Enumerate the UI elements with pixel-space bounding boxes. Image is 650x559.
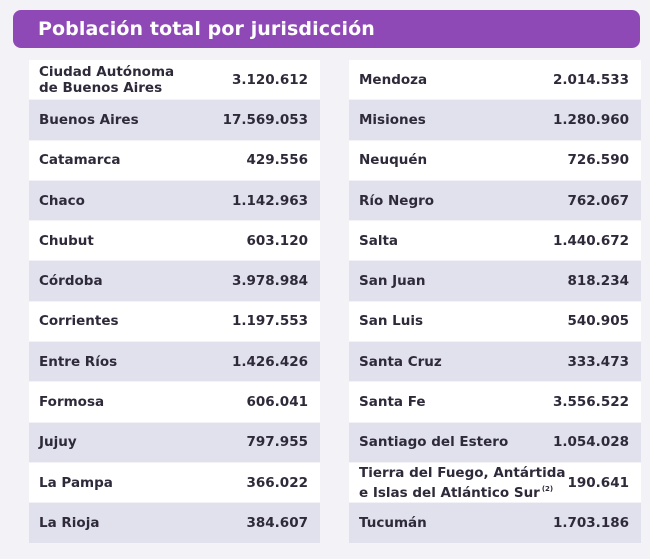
- jurisdiction-name: Córdoba: [39, 273, 103, 290]
- population-value: 1.280.960: [552, 111, 629, 128]
- jurisdiction-name: Chubut: [39, 232, 94, 249]
- table-row: Santa Fe 3.556.522: [349, 382, 641, 422]
- table-row: Chaco 1.142.963: [29, 180, 320, 221]
- jurisdiction-name: San Juan: [359, 273, 426, 290]
- population-value: 1.426.426: [231, 353, 308, 370]
- table-row: Catamarca 429.556: [29, 140, 320, 180]
- table-row: Buenos Aires 17.569.053: [29, 100, 320, 140]
- jurisdiction-name: Corrientes: [39, 313, 119, 330]
- table-row: San Luis 540.905: [349, 301, 641, 342]
- population-value: 384.607: [246, 514, 309, 531]
- table-row: La Pampa 366.022: [29, 462, 320, 503]
- jurisdiction-name: Ciudad Autónoma de Buenos Aires: [39, 63, 175, 96]
- population-value: 3.120.612: [231, 71, 308, 88]
- table-row: Córdoba 3.978.984: [29, 261, 320, 301]
- jurisdiction-name: Santa Fe: [359, 394, 426, 411]
- population-value: 429.556: [246, 152, 309, 169]
- jurisdiction-name: Catamarca: [39, 152, 121, 169]
- population-value: 366.022: [246, 474, 309, 491]
- footnote-marker: (2): [541, 484, 554, 493]
- population-value: 1.197.553: [231, 313, 308, 330]
- table-row: Mendoza 2.014.533: [349, 60, 641, 100]
- title-bar: Población total por jurisdicción: [13, 10, 640, 48]
- population-value: 333.473: [567, 353, 630, 370]
- population-table-left: Ciudad Autónoma de Buenos Aires 3.120.612…: [29, 60, 320, 544]
- jurisdiction-name: Chaco: [39, 192, 85, 209]
- table-row: Santiago del Estero 1.054.028: [349, 422, 641, 462]
- jurisdiction-name: Misiones: [359, 111, 426, 128]
- population-value: 1.440.672: [552, 232, 629, 249]
- jurisdiction-name: Entre Ríos: [39, 353, 118, 370]
- population-value: 540.905: [567, 313, 630, 330]
- table-row: Formosa 606.041: [29, 382, 320, 422]
- population-value: 17.569.053: [222, 111, 308, 128]
- jurisdiction-name: Santiago del Estero: [359, 434, 509, 451]
- population-value: 603.120: [246, 232, 309, 249]
- jurisdiction-name: Buenos Aires: [39, 111, 139, 128]
- table-row: Salta 1.440.672: [349, 221, 641, 261]
- table-row: Jujuy 797.955: [29, 422, 320, 462]
- population-value: 3.978.984: [231, 273, 308, 290]
- jurisdiction-name: Tucumán: [359, 514, 427, 531]
- population-value: 3.556.522: [552, 394, 629, 411]
- jurisdiction-name: La Pampa: [39, 474, 113, 491]
- population-value: 1.054.028: [552, 434, 629, 451]
- population-value: 190.641: [567, 474, 630, 491]
- table-row: Chubut 603.120: [29, 221, 320, 261]
- jurisdiction-name: San Luis: [359, 313, 424, 330]
- table-row: Tucumán 1.703.186: [349, 503, 641, 543]
- population-value: 797.955: [246, 434, 309, 451]
- jurisdiction-name: Tierra del Fuego, Antártida e Islas del A…: [359, 464, 566, 501]
- population-value: 762.067: [567, 192, 630, 209]
- jurisdiction-name: Neuquén: [359, 152, 428, 169]
- table-row: San Juan 818.234: [349, 261, 641, 301]
- table-row: Entre Ríos 1.426.426: [29, 342, 320, 382]
- jurisdiction-name: Formosa: [39, 394, 105, 411]
- population-table-right: Mendoza 2.014.533 Misiones 1.280.960 Neu…: [349, 60, 641, 544]
- table-row: Río Negro 762.067: [349, 180, 641, 221]
- population-value: 1.703.186: [552, 514, 629, 531]
- table-row: La Rioja 384.607: [29, 503, 320, 543]
- table-row: Santa Cruz 333.473: [349, 342, 641, 382]
- table-row: Neuquén 726.590: [349, 140, 641, 180]
- jurisdiction-name: Santa Cruz: [359, 353, 442, 370]
- page-title: Población total por jurisdicción: [38, 18, 375, 40]
- population-value: 2.014.533: [552, 71, 629, 88]
- population-value: 726.590: [567, 152, 630, 169]
- jurisdiction-name: Salta: [359, 232, 399, 249]
- jurisdiction-name: Mendoza: [359, 71, 428, 88]
- table-row: Tierra del Fuego, Antártida e Islas del A…: [349, 462, 641, 503]
- table-row: Ciudad Autónoma de Buenos Aires 3.120.612: [29, 60, 320, 100]
- table-row: Corrientes 1.197.553: [29, 301, 320, 342]
- jurisdiction-name: Río Negro: [359, 192, 435, 209]
- jurisdiction-name: La Rioja: [39, 514, 100, 531]
- population-value: 1.142.963: [231, 192, 308, 209]
- population-value: 606.041: [246, 394, 309, 411]
- jurisdiction-name: Jujuy: [39, 434, 77, 451]
- population-value: 818.234: [567, 273, 630, 290]
- table-row: Misiones 1.280.960: [349, 100, 641, 140]
